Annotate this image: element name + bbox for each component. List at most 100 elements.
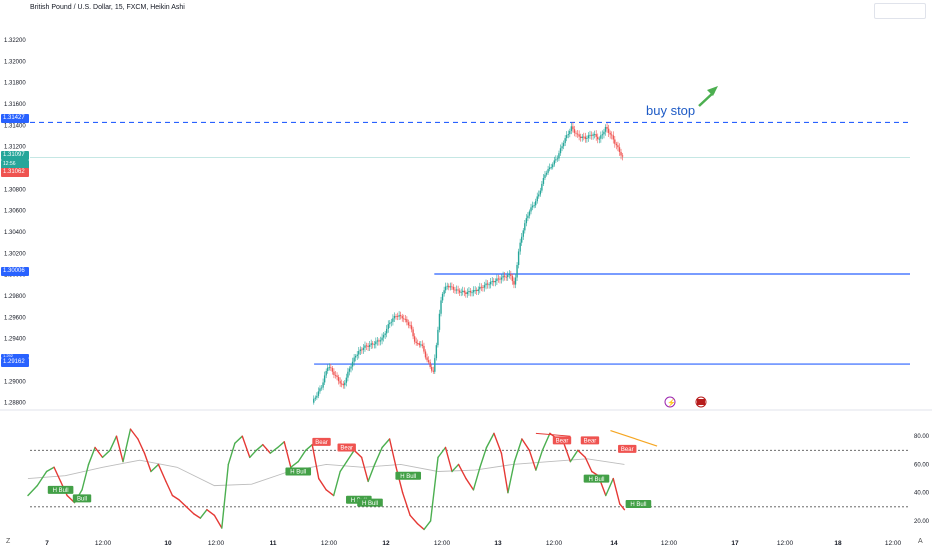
candle-body-52: [392, 318, 394, 322]
z-icon[interactable]: Z: [6, 538, 11, 545]
candle-body-1: [313, 398, 315, 403]
candle-body-140: [528, 211, 531, 216]
oscillator-segment-64: [479, 446, 488, 468]
signal-tag-bg-4: [337, 443, 356, 452]
oscillator-segment-31: [249, 449, 257, 459]
candle-body-8: [323, 375, 326, 383]
oscillator-segment-67: [500, 452, 509, 494]
candle-body-78: [432, 370, 434, 372]
oscillator-segment-48: [367, 463, 376, 483]
candle-body-192: [609, 132, 611, 135]
oscillator-segment-29: [234, 435, 244, 444]
signal-tag-bg-8: [552, 436, 572, 445]
candle-body-138: [525, 218, 528, 224]
signal-tag-bg-11: [618, 444, 637, 453]
oscillator-segment-35: [277, 441, 285, 449]
oscillator-segment-60: [451, 463, 460, 473]
candle-body-68: [417, 343, 419, 344]
candle-body-21: [344, 382, 346, 386]
candle-body-14: [333, 371, 335, 375]
price-tick-1: 1.32000: [4, 59, 26, 65]
oscillator-segment-9: [94, 446, 104, 459]
osc-tick-0: 80.00: [914, 434, 930, 440]
oscillator-segment-3: [53, 466, 62, 483]
oscillator-segment-63: [472, 466, 481, 491]
time-tick-0: 7: [45, 540, 49, 547]
candle-body-77: [431, 366, 433, 371]
candle-body-74: [426, 357, 428, 361]
time-tick-6: 12: [382, 540, 390, 547]
price-tick-9: 1.30400: [4, 230, 26, 236]
candle-body-147: [539, 190, 542, 195]
price-tick-0: 1.32200: [4, 38, 26, 44]
signal-tag-bg-7: [395, 471, 422, 480]
candle-body-25: [350, 366, 352, 369]
oscillator-segment-42: [325, 489, 335, 497]
candle-body-30: [358, 351, 360, 355]
candle-body-41: [375, 341, 377, 345]
candle-body-91: [452, 286, 455, 290]
candle-body-114: [488, 284, 490, 286]
candle-body-65: [412, 329, 414, 337]
candle-body-18: [339, 381, 341, 384]
heikin-ashi-candles: [313, 122, 624, 405]
oscillator-segment-25: [206, 508, 216, 516]
oscillator-segment-19: [165, 480, 174, 497]
candle-body-136: [522, 230, 524, 237]
mid-level-price-label: 1.30006: [1, 267, 29, 276]
candle-body-102: [469, 290, 472, 293]
candle-body-187: [601, 134, 604, 136]
candle-body-159: [558, 153, 560, 159]
candle-body-165: [567, 134, 569, 136]
lightning-icon: ⚡: [667, 398, 676, 407]
candle-body-125: [505, 276, 507, 278]
candle-body-185: [598, 138, 600, 140]
signal-tag-6: H Bull: [362, 501, 378, 507]
candle-body-197: [617, 145, 619, 148]
candle-body-111: [483, 285, 486, 288]
top-right-box[interactable]: [874, 3, 926, 19]
candle-body-143: [533, 205, 535, 207]
candle-body-67: [415, 341, 417, 344]
oscillator-segment-33: [262, 443, 271, 454]
price-tick-2: 1.31800: [4, 81, 26, 87]
candle-body-48: [386, 328, 388, 334]
oscillator-segment-13: [122, 428, 132, 463]
candle-body-13: [331, 368, 334, 372]
candle-body-168: [572, 126, 574, 130]
candle-body-178: [587, 135, 590, 139]
oscillator-segment-56: [423, 520, 432, 531]
signal-tag-bg-6: [357, 498, 383, 507]
candle-body-105: [474, 290, 476, 291]
a-icon[interactable]: A: [918, 538, 923, 545]
candle-body-191: [607, 128, 610, 133]
event-icon-lightning[interactable]: [664, 396, 676, 408]
bid-price-label: 1.31062: [1, 168, 29, 177]
oscillator-segment-17: [150, 463, 160, 473]
candle-body-175: [583, 136, 585, 138]
candle-body-134: [519, 242, 521, 252]
candle-body-161: [561, 146, 563, 149]
osc-tick-3: 20.00: [914, 519, 930, 525]
candle-body-83: [440, 300, 442, 314]
oscillator-segment-83: [612, 477, 621, 505]
candle-body-184: [597, 136, 599, 140]
candle-body-54: [395, 315, 397, 317]
candle-body-20: [342, 383, 344, 386]
time-tick-10: 14: [610, 540, 618, 547]
candle-body-160: [559, 148, 562, 154]
price-tick-16: 1.29000: [4, 379, 26, 385]
candle-body-200: [621, 155, 624, 157]
candle-body-194: [612, 135, 614, 140]
candle-body-64: [410, 325, 413, 330]
oscillator-segment-58: [437, 446, 447, 459]
candle-body-31: [359, 349, 362, 352]
time-tick-5: 12:00: [321, 540, 338, 547]
oscillator-segment-20: [171, 494, 180, 501]
oscillator-segment-18: [157, 463, 167, 483]
candle-body-75: [427, 360, 430, 363]
candle-body-100: [466, 292, 469, 295]
signal-tag-bg-0: [47, 485, 74, 494]
candle-body-37: [368, 344, 371, 347]
